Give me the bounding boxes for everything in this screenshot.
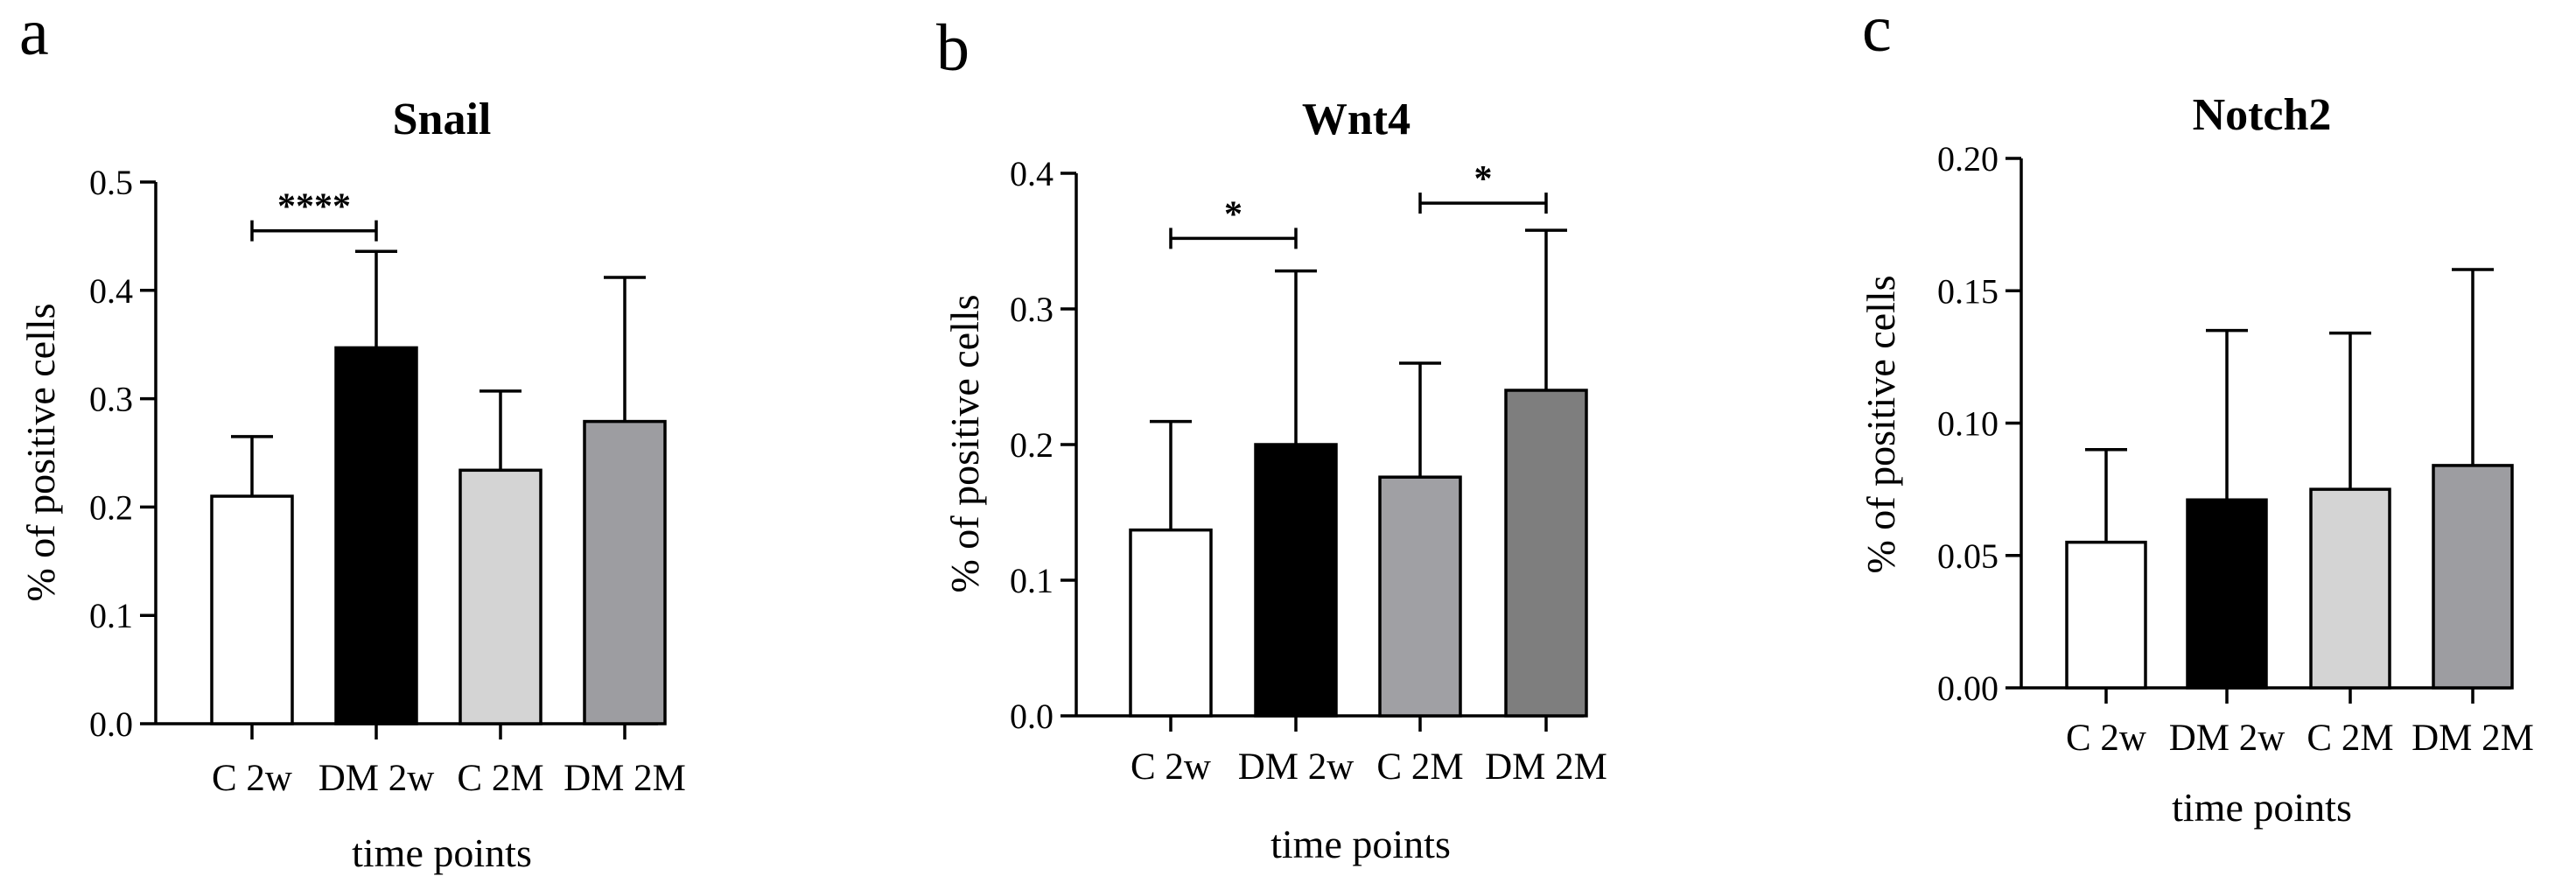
category-label: DM 2M (2412, 718, 2534, 759)
x-axis-title: time points (352, 830, 532, 875)
bar (334, 346, 418, 725)
category-label: C 2w (212, 758, 292, 799)
chart-title: Wnt4 (1302, 95, 1410, 144)
bar (1504, 389, 1588, 718)
y-tick-label: 0.2 (1010, 425, 1054, 465)
panel-b: b Wnt4 0.0 0.1 0.2 0.3 0.4 C 2w DM 2w C 2M DM 2M * *… (936, 11, 1607, 866)
y-tick-label: 0.0 (89, 704, 133, 744)
chart-title: Snail (393, 95, 492, 144)
y-tick-label: 0.4 (89, 271, 133, 311)
bar (2432, 464, 2514, 690)
category-label: DM 2w (318, 758, 435, 799)
bar (458, 468, 542, 725)
bar (2186, 498, 2268, 690)
category-label: C 2M (1376, 746, 1463, 788)
category-label: DM 2w (1238, 746, 1354, 788)
panel-c: c Notch2 0.00 0.05 0.10 0.15 0.20 C 2w DM 2w C 2M… (1858, 0, 2534, 830)
y-tick-label: 0.1 (1010, 561, 1054, 600)
y-tick-label: 0.00 (1937, 669, 1998, 708)
y-tick-label: 0.20 (1937, 139, 1998, 179)
y-tick-label: 0.1 (89, 596, 133, 635)
y-tick-label: 0.10 (1937, 404, 1998, 444)
y-axis-title: % of positive cells (18, 303, 63, 601)
y-axis-title: % of positive cells (1858, 275, 1903, 573)
bar (1254, 443, 1338, 718)
category-label: C 2M (457, 758, 543, 799)
significance-label: * (1224, 194, 1242, 235)
y-tick-label: 0.3 (89, 380, 133, 419)
x-axis-title: time points (2172, 785, 2352, 830)
panel-letter: c (1862, 0, 1892, 66)
category-label: DM 2M (1485, 746, 1607, 788)
significance-label: **** (277, 187, 351, 228)
panel-a: a Snail 0.0 0.1 0.2 0.3 0.4 0.5 C 2w DM 2w C 2M DM … (18, 0, 686, 875)
y-tick-label: 0.0 (1010, 697, 1054, 736)
y-tick-label: 0.5 (89, 163, 133, 202)
y-tick-label: 0.4 (1010, 154, 1054, 193)
category-label: DM 2M (564, 758, 686, 799)
y-tick-label: 0.15 (1937, 271, 1998, 311)
bar (2065, 540, 2147, 690)
x-axis-title: time points (1270, 822, 1451, 866)
bar (583, 419, 667, 725)
panel-letter: a (19, 0, 49, 69)
category-label: C 2w (1130, 746, 1211, 788)
bar (1378, 475, 1462, 718)
y-tick-label: 0.05 (1937, 536, 1998, 576)
bar (1129, 528, 1213, 718)
y-tick-label: 0.2 (89, 487, 133, 527)
panel-letter: b (936, 11, 970, 85)
bar (210, 494, 294, 725)
significance-label: * (1474, 159, 1493, 200)
category-label: DM 2w (2169, 718, 2286, 759)
y-tick-label: 0.3 (1010, 290, 1054, 329)
y-axis-title: % of positive cells (942, 294, 987, 592)
category-label: C 2M (2306, 718, 2393, 759)
category-label: C 2w (2066, 718, 2146, 759)
chart-title: Notch2 (2193, 90, 2332, 140)
bar (2309, 487, 2391, 690)
